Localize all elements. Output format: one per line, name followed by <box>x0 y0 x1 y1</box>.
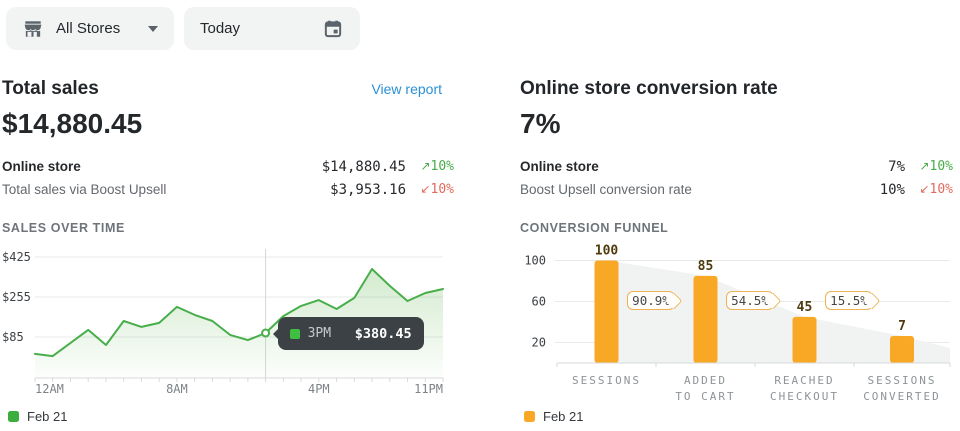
category-label: ADDED <box>684 374 727 387</box>
trend-down-icon: ↙ <box>420 182 431 196</box>
chart-tooltip: 3PM $380.45 <box>272 317 424 350</box>
metric-change: ↗10% <box>406 159 454 174</box>
sales-over-time-heading: SALES OVER TIME <box>2 221 125 235</box>
category-label: SESSIONS <box>572 374 641 387</box>
view-report-link[interactable]: View report <box>371 81 442 97</box>
conversion-rate-value: 7% <box>520 108 561 139</box>
funnel-bar[interactable] <box>693 275 718 363</box>
bar-value-label: 100 <box>595 244 619 259</box>
storefront-icon <box>22 18 44 40</box>
funnel-bar[interactable] <box>594 260 619 364</box>
metric-value: 7% <box>888 158 905 175</box>
trend-up-icon: ↗ <box>420 159 431 173</box>
page-title: Total sales <box>2 78 99 99</box>
legend-swatch-orange <box>524 411 535 422</box>
funnel-percent-badge: 54.5% <box>726 291 774 310</box>
change-percent: 10% <box>929 159 953 174</box>
y-axis-tick-label: 100 <box>524 254 546 268</box>
date-selector-label: Today <box>200 20 241 37</box>
metric-label: Online store <box>2 159 81 174</box>
conversion-funnel-heading: CONVERSION FUNNEL <box>520 221 669 235</box>
page-title: Online store conversion rate <box>520 78 778 99</box>
metric-label: Online store <box>520 159 599 174</box>
funnel-bar[interactable] <box>890 336 914 363</box>
legend-label: Feb 21 <box>27 409 68 424</box>
metric-row: Total sales via Boost Upsell $3,953.16 ↙… <box>2 178 454 201</box>
total-sales-value: $14,880.45 <box>2 108 143 139</box>
metric-rows: Online store 7% ↗10% Boost Upsell conver… <box>520 155 953 201</box>
metric-value: 10% <box>879 181 905 198</box>
metric-change: ↙10% <box>905 182 953 197</box>
metric-label: Total sales via Boost Upsell <box>2 182 167 197</box>
category-label: TO CART <box>675 390 735 403</box>
metric-row: Boost Upsell conversion rate 10% ↙10% <box>520 178 953 201</box>
store-selector-button[interactable]: All Stores <box>6 7 174 50</box>
y-axis-tick-label: $255 <box>2 290 31 304</box>
category-label: CHECKOUT <box>770 390 839 403</box>
sales-area <box>35 269 443 378</box>
category-label: CONVERTED <box>863 390 941 403</box>
metric-row: Online store $14,880.45 ↗10% <box>2 155 454 178</box>
y-axis-tick-label: 20 <box>532 336 546 350</box>
metric-row: Online store 7% ↗10% <box>520 155 953 178</box>
trend-down-icon: ↙ <box>919 182 930 196</box>
bar-value-label: 7 <box>898 319 906 334</box>
category-label: REACHED <box>774 374 834 387</box>
x-axis-tick-label: 8AM <box>166 382 188 396</box>
panel-header: Online store conversion rate <box>520 78 941 100</box>
funnel-percent-badge: 15.5% <box>825 291 873 310</box>
metric-value: $14,880.45 <box>321 158 406 175</box>
sales-line <box>34 268 444 358</box>
x-axis-tick-label: 12AM <box>35 382 64 396</box>
change-percent: 10% <box>929 182 953 197</box>
funnel-bar[interactable] <box>792 316 817 363</box>
chevron-down-icon <box>148 25 158 32</box>
conversion-funnel-chart[interactable]: 100 60 20 100 SESSIONS 85 ADDED TO CART 45 REACHE… <box>520 244 956 406</box>
x-axis-tick-label: 11PM <box>414 382 443 396</box>
sales-over-time-chart[interactable]: $425 $255 $85 12AM 8AM 4PM 11PM 3PM $380.45 <box>2 246 458 398</box>
category-label: SESSIONS <box>868 374 937 387</box>
bar-value-label: 85 <box>698 259 714 274</box>
metric-rows: Online store $14,880.45 ↗10% Total sales… <box>2 155 454 201</box>
panel-header: Total sales View report <box>2 78 442 100</box>
y-axis-tick-label: $425 <box>2 250 31 264</box>
calendar-icon <box>322 18 344 40</box>
change-percent: 10% <box>430 159 454 174</box>
x-axis-tick-label: 4PM <box>308 382 330 396</box>
bar-value-label: 45 <box>797 300 813 315</box>
sales-chart-legend: Feb 21 <box>8 409 67 424</box>
funnel-chart-legend: Feb 21 <box>524 409 583 424</box>
store-selector-label: All Stores <box>56 20 121 37</box>
change-percent: 10% <box>430 182 454 197</box>
metric-change: ↗10% <box>905 159 953 174</box>
legend-label: Feb 21 <box>543 409 584 424</box>
legend-swatch-green <box>8 411 19 422</box>
topbar: All Stores Today <box>0 0 960 58</box>
date-selector-button[interactable]: Today <box>184 7 360 50</box>
highlight-marker <box>261 328 271 338</box>
trend-up-icon: ↗ <box>919 159 930 173</box>
y-axis-tick-label: 60 <box>532 295 546 309</box>
tooltip-series-swatch <box>289 328 300 339</box>
metric-value: $3,953.16 <box>330 181 406 198</box>
metric-change: ↙10% <box>406 182 454 197</box>
funnel-percent-badge: 90.9% <box>627 291 675 310</box>
tooltip-value: $380.45 <box>354 325 412 342</box>
y-axis-tick-label: $85 <box>2 330 24 344</box>
funnel-area <box>606 260 950 363</box>
tooltip-time: 3PM <box>307 326 332 341</box>
metric-label: Boost Upsell conversion rate <box>520 182 692 197</box>
